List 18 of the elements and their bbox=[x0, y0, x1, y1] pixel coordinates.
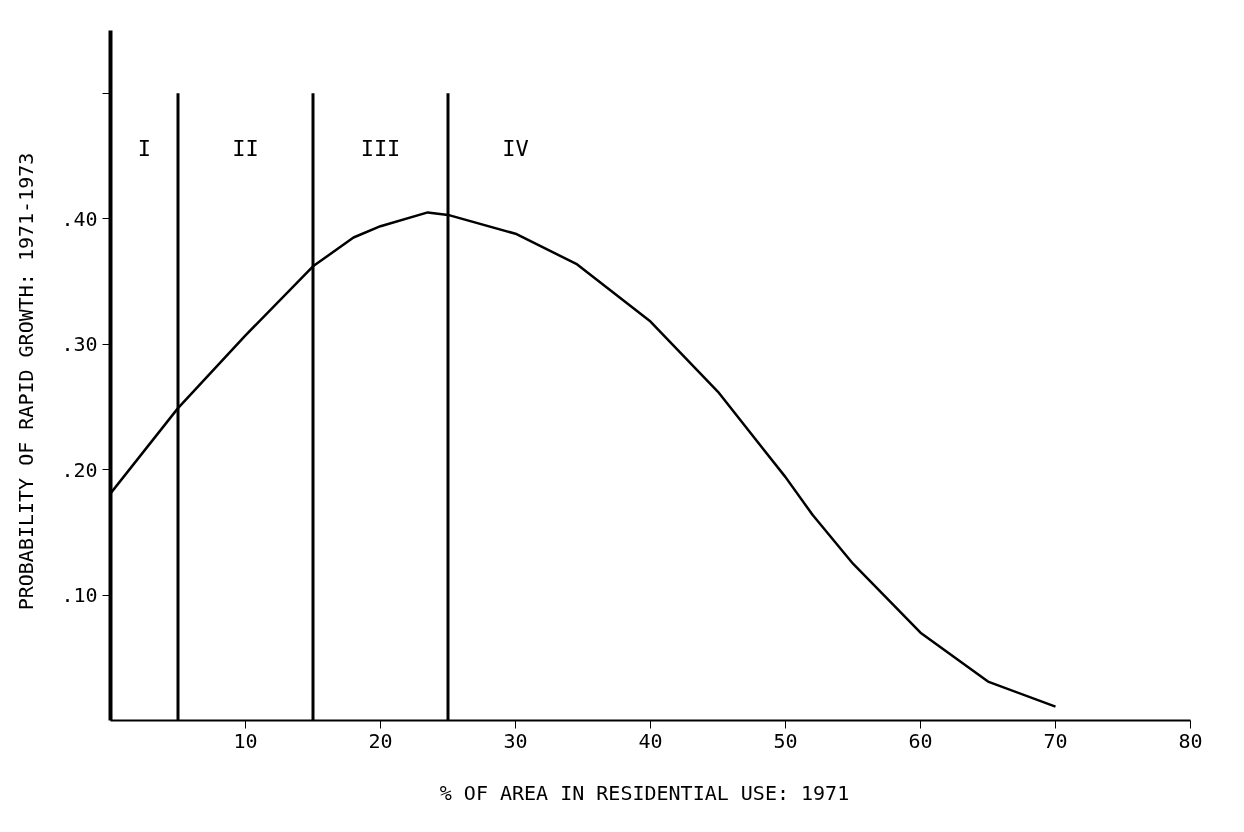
x-tick-label: 50 bbox=[773, 728, 798, 753]
annotation: IV bbox=[502, 135, 529, 161]
annotation: III bbox=[360, 135, 401, 161]
x-tick-label: 40 bbox=[638, 728, 663, 753]
x-axis-title: % OF AREA IN RESIDENTIAL USE: 1971 bbox=[439, 780, 850, 805]
annotation: II bbox=[232, 135, 259, 161]
y-tick-label: .30 bbox=[61, 332, 98, 357]
x-tick-label: 30 bbox=[503, 728, 528, 753]
x-tick-label: 10 bbox=[233, 728, 258, 753]
y-tick-label: .10 bbox=[61, 583, 98, 608]
x-tick-label: 20 bbox=[368, 728, 393, 753]
y-axis-title: PROBABILITY OF RAPID GROWTH: 1971-1973 bbox=[14, 152, 39, 611]
y-tick-label: .40 bbox=[61, 206, 98, 231]
annotation: I bbox=[137, 135, 151, 161]
x-tick-label: 60 bbox=[908, 728, 933, 753]
y-tick-label: .20 bbox=[61, 457, 98, 482]
x-tick-label: 80 bbox=[1178, 728, 1203, 753]
x-tick-label: 70 bbox=[1043, 728, 1068, 753]
